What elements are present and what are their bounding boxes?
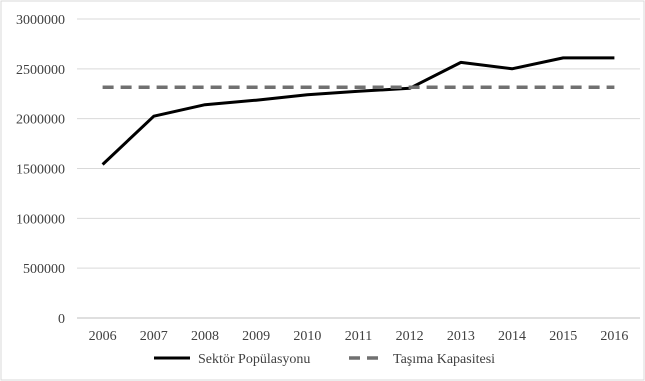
y-tick-label: 2500000: [16, 63, 65, 78]
x-tick-label: 2014: [498, 329, 526, 344]
x-axis-tick-labels: 2006 2007 2008 2009 2010 2011 2012 2013 2014 2015…: [89, 329, 629, 344]
y-axis-tick-labels: 0 500000 1000000 1500000 2000000 2500000 30000…: [16, 13, 65, 327]
y-tick-label: 0: [58, 312, 65, 327]
x-tick-label: 2012: [396, 329, 424, 344]
legend-label: Sektör Popülasyonu: [198, 352, 310, 367]
series-lines: [101, 56, 615, 166]
x-tick-label: 2013: [447, 329, 475, 344]
x-tick-label: 2006: [89, 329, 117, 344]
x-tick-label: 2016: [600, 329, 628, 344]
x-tick-label: 2011: [345, 329, 372, 344]
y-tick-label: 500000: [23, 262, 65, 277]
series-line-sektor-populasyonu: [101, 56, 615, 166]
x-tick-label: 2015: [549, 329, 577, 344]
y-tick-label: 3000000: [16, 13, 65, 28]
x-tick-label: 2008: [191, 329, 219, 344]
y-tick-label: 2000000: [16, 113, 65, 128]
x-tick-label: 2007: [140, 329, 168, 344]
y-tick-label: 1500000: [16, 163, 65, 178]
legend-label: Taşıma Kapasitesi: [393, 352, 495, 367]
x-tick-label: 2009: [242, 329, 270, 344]
y-tick-label: 1000000: [16, 212, 65, 227]
x-tick-label: 2010: [293, 329, 321, 344]
legend: Sektör Popülasyonu Taşıma Kapasitesi: [154, 352, 495, 367]
gridlines: [77, 18, 640, 269]
